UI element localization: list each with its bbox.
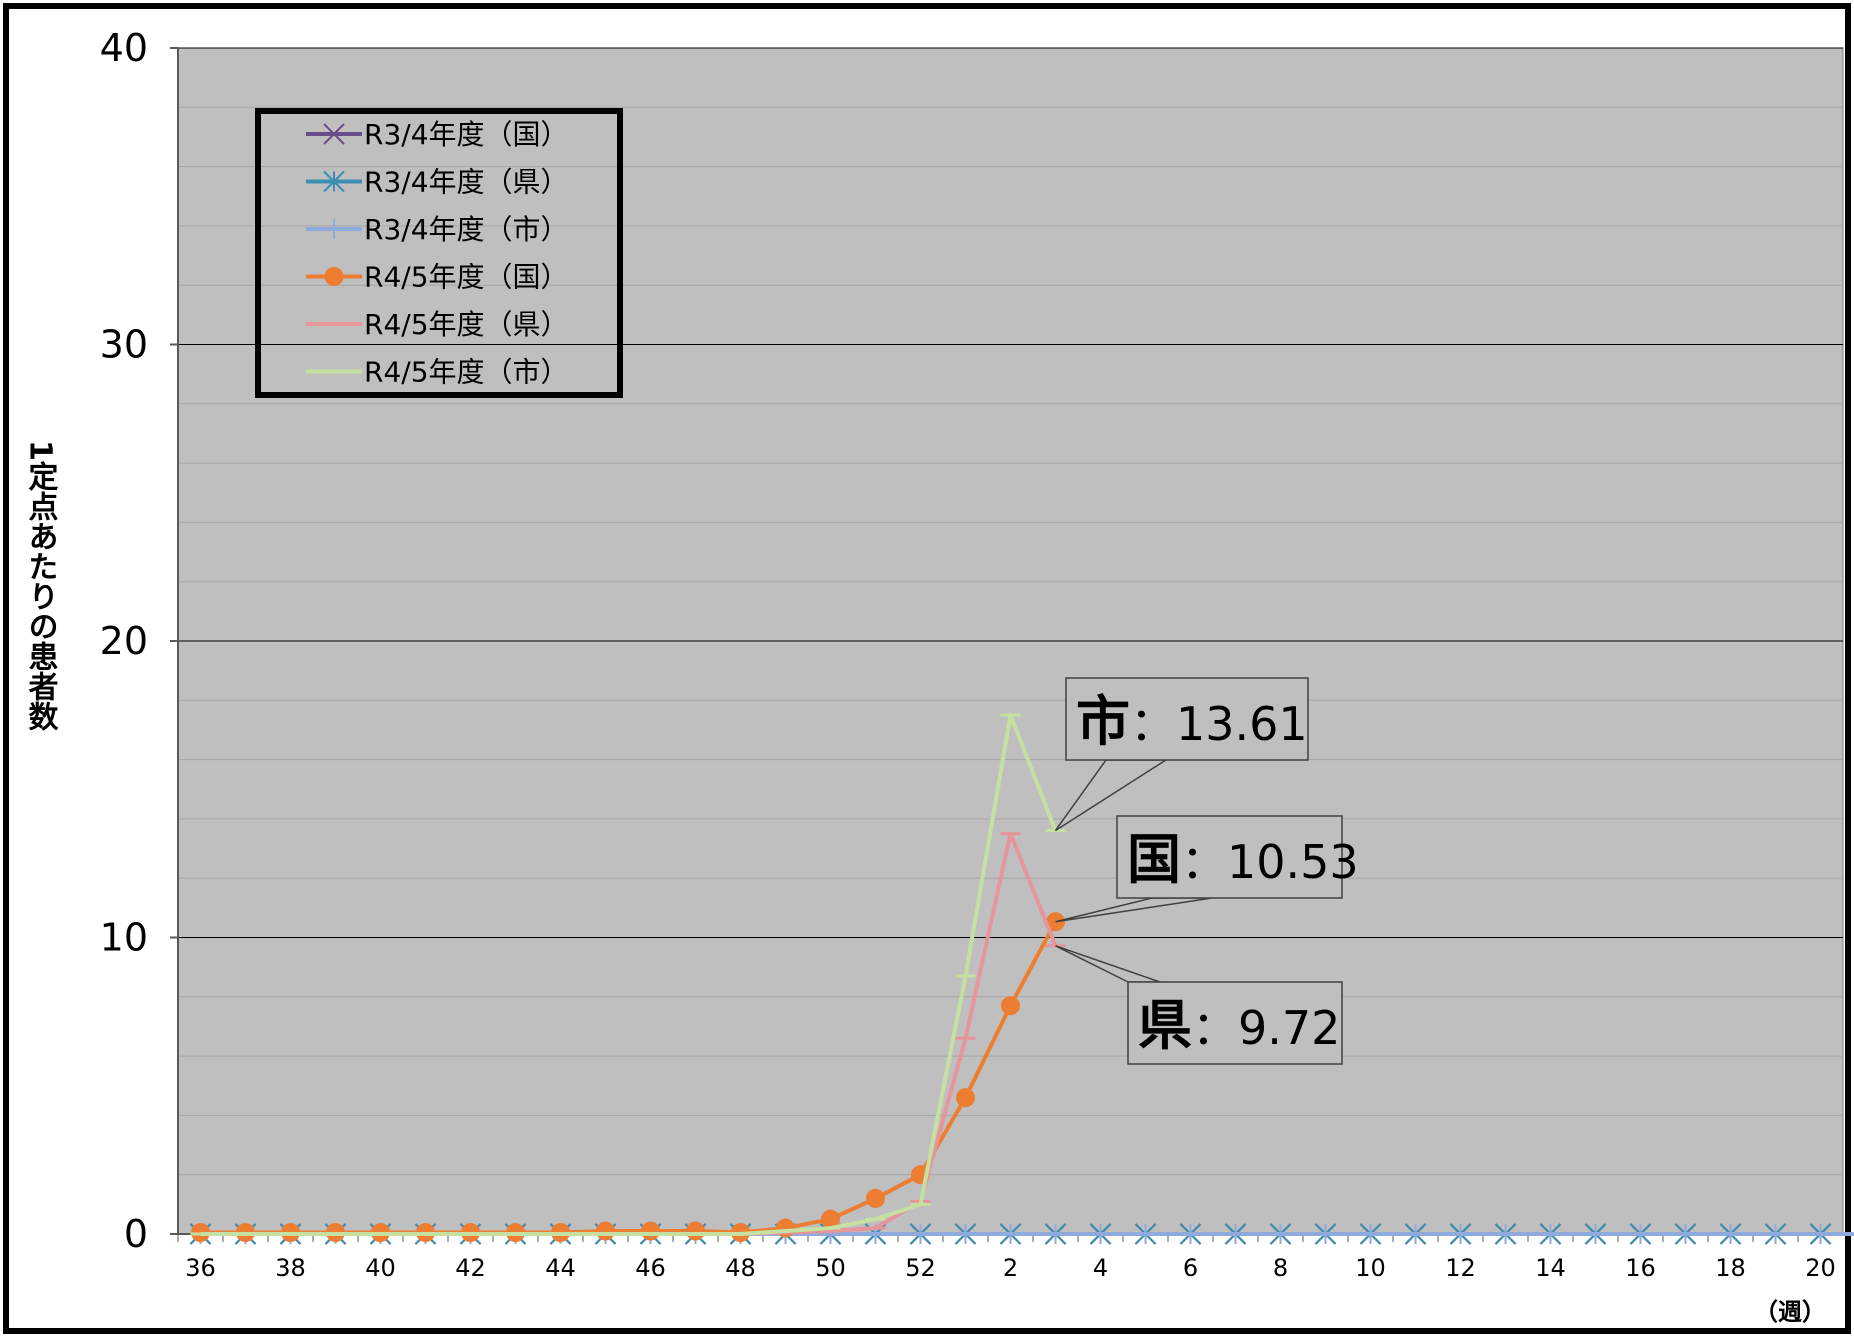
y-tick-label: 30 — [100, 323, 148, 367]
data-point — [687, 1222, 705, 1240]
x-tick-label: 52 — [905, 1254, 936, 1282]
legend-entry-label: R4/5年度（県） — [364, 308, 569, 341]
x-tick-label: 16 — [1625, 1254, 1656, 1282]
x-tick-label: 14 — [1535, 1254, 1566, 1282]
legend-entry-label: R4/5年度（市） — [364, 356, 569, 389]
x-tick-label: 38 — [275, 1254, 306, 1282]
x-tick-label: 40 — [365, 1254, 396, 1282]
x-tick-label: 42 — [455, 1254, 486, 1282]
data-point — [867, 1189, 885, 1207]
x-tick-label: 10 — [1355, 1254, 1386, 1282]
callout-text: 県：9.72 — [1138, 994, 1340, 1057]
callout-value: ：9.72 — [1192, 1001, 1340, 1055]
legend-entry-label: R3/4年度（市） — [364, 213, 569, 246]
x-axis-label: （週） — [1754, 1298, 1826, 1326]
x-tick-label: 48 — [725, 1254, 756, 1282]
y-tick-label: 0 — [124, 1212, 148, 1256]
x-tick-label: 44 — [545, 1254, 576, 1282]
x-tick-label: 6 — [1183, 1254, 1198, 1282]
y-tick-label: 40 — [100, 26, 148, 70]
legend-entry-label: R3/4年度（国） — [364, 118, 569, 151]
callout-label: 県 — [1138, 994, 1192, 1057]
x-tick-label: 18 — [1715, 1254, 1746, 1282]
data-point — [1002, 997, 1020, 1015]
y-tick-label: 10 — [100, 916, 148, 960]
callout-value: ：13.61 — [1130, 697, 1308, 751]
callout-text: 国：10.53 — [1127, 828, 1359, 891]
x-tick-label: 36 — [185, 1254, 216, 1282]
data-point — [597, 1222, 615, 1240]
x-tick-label: 20 — [1805, 1254, 1836, 1282]
callout-value: ：10.53 — [1181, 835, 1359, 889]
data-point — [957, 1089, 975, 1107]
y-axis-label: 1定点あたりの患者数 — [23, 440, 59, 732]
legend-entry-label: R3/4年度（県） — [364, 166, 569, 199]
data-point — [325, 268, 343, 286]
legend-entry-label: R4/5年度（国） — [364, 261, 569, 294]
data-point — [642, 1222, 660, 1240]
callout-label: 国 — [1127, 828, 1181, 891]
x-tick-label: 2 — [1003, 1254, 1018, 1282]
x-tick-label: 50 — [815, 1254, 846, 1282]
x-tick-label: 12 — [1445, 1254, 1476, 1282]
y-tick-label: 20 — [100, 619, 148, 663]
x-tick-label: 46 — [635, 1254, 666, 1282]
x-tick-label: 8 — [1273, 1254, 1288, 1282]
callout-label: 市 — [1076, 690, 1130, 753]
x-tick-label: 4 — [1093, 1254, 1108, 1282]
callout-text: 市：13.61 — [1076, 690, 1308, 753]
